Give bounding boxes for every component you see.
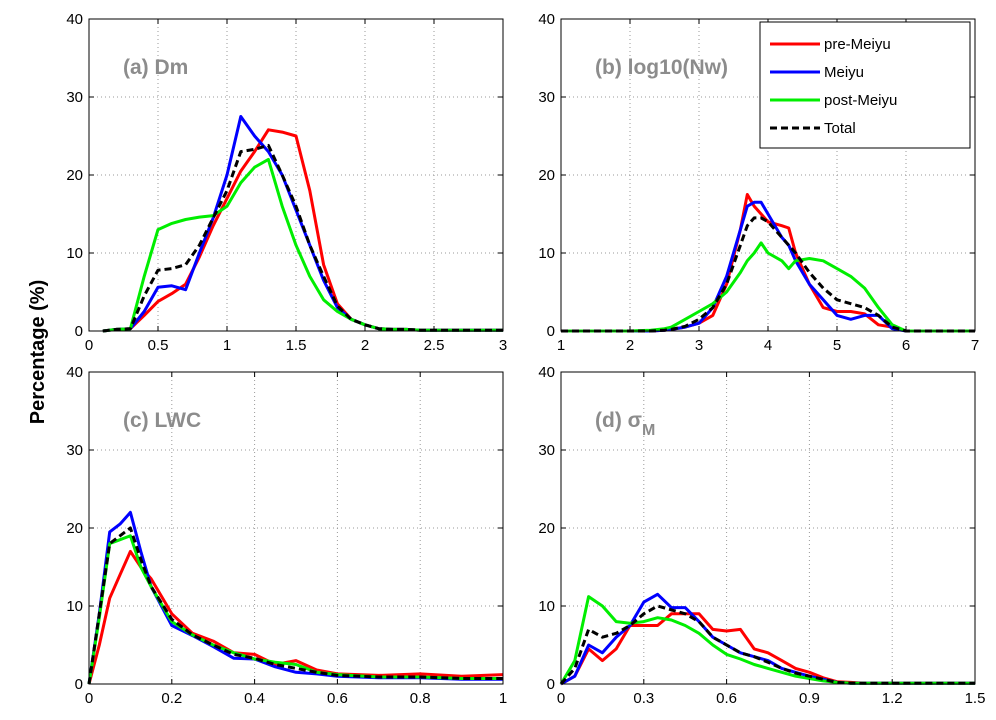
panel-title: (c) LWC [123, 409, 201, 432]
panel-title: (b) log10(Nw) [595, 56, 728, 79]
series-line-meiyu [87, 510, 503, 685]
x-tick-label: 7 [971, 337, 979, 354]
legend-label-meiyu: Meiyu [824, 64, 864, 81]
x-tick-label: 0.6 [716, 690, 737, 707]
panel-title-subscript: M [642, 422, 655, 439]
x-tick-label: 1 [499, 690, 507, 707]
x-tick-label: 0.3 [633, 690, 654, 707]
panel-title: (a) Dm [123, 56, 188, 79]
series-line-total [561, 216, 975, 333]
y-tick-label: 0 [547, 676, 555, 693]
series-line-total [102, 143, 503, 333]
y-tick-label: 20 [538, 167, 555, 184]
x-tick-label: 1 [557, 337, 565, 354]
x-tick-label: 4 [764, 337, 772, 354]
series-line-meiyu [561, 200, 975, 333]
y-axis-label: Percentage (%) [27, 280, 49, 425]
series-line-total [87, 526, 503, 685]
series-line-post-meiyu [561, 241, 975, 333]
x-tick-label: 3 [499, 337, 507, 354]
x-tick-label: 0 [85, 690, 93, 707]
panel-3: 0 0.3 0.6 0.9 1.2 1.5 0 10 20 30 40 (d) σM [538, 364, 985, 707]
series-line-post-meiyu [87, 534, 503, 685]
x-tick-label: 0.6 [327, 690, 348, 707]
legend-label-post-meiyu: post-Meiyu [824, 92, 897, 109]
x-tick-label: 0 [85, 337, 93, 354]
x-tick-label: 1.2 [882, 690, 903, 707]
legend-label-total: Total [824, 120, 856, 137]
y-tick-label: 10 [66, 598, 83, 615]
x-tick-label: 1.5 [965, 690, 986, 707]
y-tick-label: 0 [75, 323, 83, 340]
series-line-post-meiyu [559, 595, 975, 685]
y-tick-label: 30 [538, 89, 555, 106]
x-tick-label: 3 [695, 337, 703, 354]
y-tick-label: 20 [66, 167, 83, 184]
x-tick-label: 0 [557, 690, 565, 707]
y-tick-label: 40 [66, 364, 83, 381]
x-tick-label: 1 [223, 337, 231, 354]
panel-title: (d) σM [595, 409, 655, 439]
y-tick-label: 20 [66, 520, 83, 537]
y-tick-label: 0 [75, 676, 83, 693]
x-tick-label: 0.2 [161, 690, 182, 707]
y-tick-label: 10 [538, 245, 555, 262]
x-tick-label: 0.5 [148, 337, 169, 354]
y-tick-label: 40 [538, 11, 555, 28]
legend-label-pre-meiyu: pre-Meiyu [824, 36, 891, 53]
x-tick-label: 0.8 [410, 690, 431, 707]
x-tick-label: 2 [626, 337, 634, 354]
x-tick-label: 6 [902, 337, 910, 354]
y-tick-label: 40 [66, 11, 83, 28]
x-tick-label: 2 [361, 337, 369, 354]
x-tick-label: 5 [833, 337, 841, 354]
panel-1: 1 2 3 4 5 6 7 0 10 20 30 40 (b) log10(Nw) [538, 11, 979, 354]
x-tick-label: 2.5 [424, 337, 445, 354]
y-tick-label: 30 [538, 442, 555, 459]
x-tick-label: 0.9 [799, 690, 820, 707]
y-tick-label: 10 [66, 245, 83, 262]
y-tick-label: 0 [547, 323, 555, 340]
y-tick-label: 40 [538, 364, 555, 381]
series-line-pre-meiyu [560, 612, 975, 686]
y-tick-label: 10 [538, 598, 555, 615]
x-tick-label: 1.5 [286, 337, 307, 354]
series-line-total [559, 604, 975, 685]
legend: pre-Meiyu Meiyu post-Meiyu Total [759, 21, 971, 149]
y-tick-label: 20 [538, 520, 555, 537]
series-line-post-meiyu [102, 157, 503, 333]
y-tick-label: 30 [66, 442, 83, 459]
y-tick-label: 30 [66, 89, 83, 106]
x-tick-label: 0.4 [244, 690, 265, 707]
